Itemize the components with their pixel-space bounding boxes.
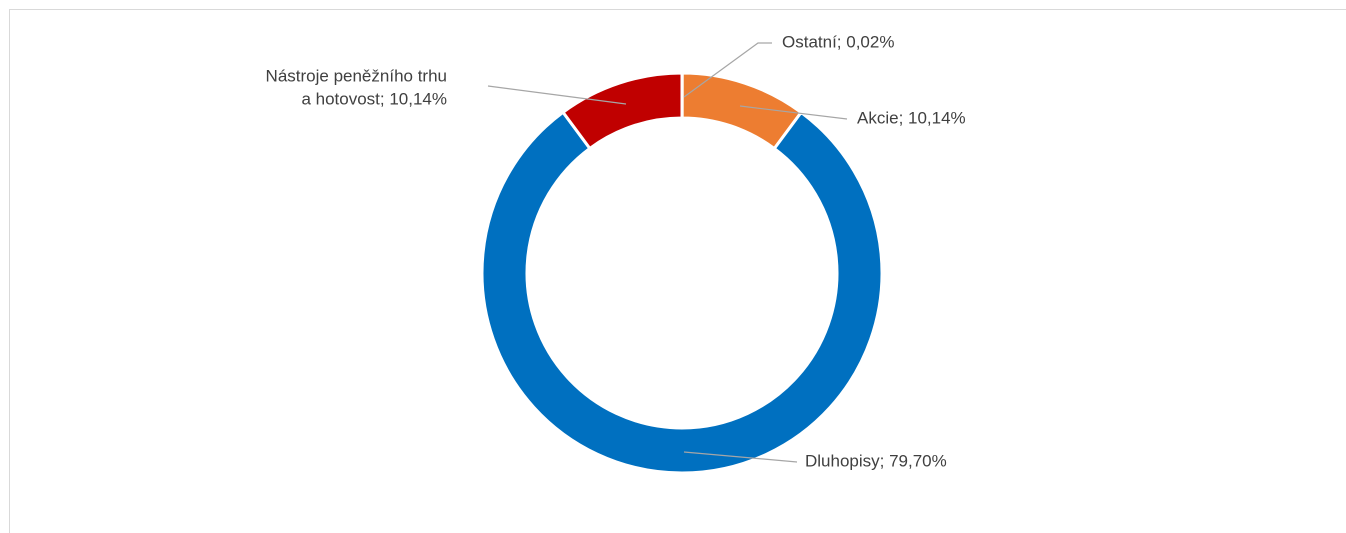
leader-line [683,451,798,463]
donut-segment [560,71,684,151]
data-label: Nástroje peněžního trhu [266,66,447,85]
data-label: a hotovost; 10,14% [301,89,447,108]
data-label: Ostatní; 0,02% [782,32,894,51]
leader-line [487,85,627,105]
leader-line [739,105,848,120]
data-label: Akcie; 10,14% [857,108,966,127]
leader-line [683,42,772,98]
data-label: Dluhopisy; 79,70% [805,451,947,470]
donut-segment [480,110,884,475]
